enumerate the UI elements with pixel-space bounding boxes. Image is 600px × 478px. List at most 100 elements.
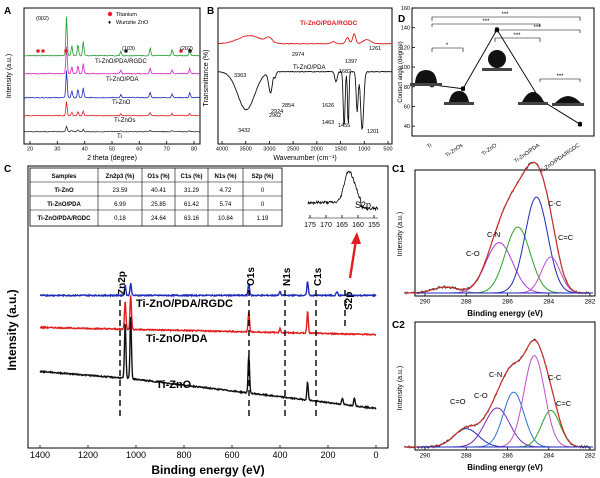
- peak-label-n1s: N1s: [282, 267, 293, 286]
- x-tick-label: 282: [585, 453, 596, 460]
- panel-label-b: B: [207, 6, 214, 17]
- x-tick-label: 3000: [263, 147, 275, 153]
- b-peak-label: 1261: [369, 46, 381, 52]
- series-label-a-pda: Ti-ZnO/PDA: [106, 77, 138, 83]
- d-category-label: Ti: [426, 143, 433, 150]
- d-category-label: Ti-ZnO: [481, 142, 499, 157]
- series-label-a-rgdc: Ti-ZnO/PDA/RGDC: [95, 59, 147, 65]
- peak-label-202: (202): [180, 46, 193, 52]
- d-category-label: Ti-ZnO/PDA: [513, 143, 541, 165]
- panel-c2-curves: [404, 338, 593, 450]
- a-peak-marker: [179, 49, 183, 53]
- x-tick-label: 0: [373, 450, 378, 460]
- table-header: O1s (%): [147, 174, 169, 180]
- a-series-line: [23, 70, 201, 99]
- table-cell: 23.59: [112, 188, 128, 194]
- s2p-inset-xticks: 175 170 165 160 155: [304, 215, 380, 229]
- table-cell: Ti-ZnO: [54, 188, 74, 194]
- x-tick-label: 284: [543, 299, 554, 306]
- y-tick-label: 80: [404, 85, 410, 91]
- panel-c2-plot-area: [414, 321, 596, 451]
- table-cell: 6.99: [114, 202, 126, 208]
- series-label-b-rgdc: Ti-ZnO/PDA/RGDC: [300, 20, 358, 27]
- x-tick-label: 286: [502, 453, 513, 460]
- panel-c1-xticks: 290 288 286 284 282: [420, 293, 596, 306]
- peak-label-zn2p: Zn2p: [117, 271, 128, 295]
- inset-tick-label: 170: [320, 222, 332, 229]
- series-label-c-rgdc: Ti-ZnO/PDA/RGDC: [136, 298, 233, 310]
- table-cell: 0: [261, 188, 265, 194]
- c1-label-cn: C-N: [487, 230, 500, 239]
- table-header: N1s (%): [214, 174, 236, 180]
- panel-c-peak-lines: [119, 290, 346, 420]
- x-tick-label: 30: [54, 147, 60, 153]
- y-tick-label: 40: [404, 124, 410, 130]
- a-peak-marker: [36, 49, 40, 53]
- b-peak-label: 3363: [234, 73, 246, 79]
- legend-label-titanium: Titanium: [116, 12, 137, 18]
- panel-b-xticks: 4000 3500 3000 2500 2000 1500 1000 500: [216, 141, 393, 153]
- series-label-c-pda: Ti-ZnO/PDA: [146, 333, 208, 345]
- panel-label-c1: C1: [392, 164, 405, 175]
- a-series-line: [23, 46, 201, 75]
- table-header: Zn2p3 (%): [106, 174, 135, 180]
- x-tick-label: 2000: [311, 147, 323, 153]
- s2p-inset-curve: [307, 170, 379, 212]
- y-tick-label: 120: [401, 45, 410, 51]
- x-tick-label: 3500: [240, 147, 252, 153]
- x-tick-label: 60: [136, 147, 142, 153]
- c2-label-c=o: C=O: [450, 397, 466, 406]
- x-tick-label: 288: [461, 453, 472, 460]
- x-tick-label: 288: [461, 299, 472, 306]
- b-series-line: [217, 70, 393, 131]
- a-peak-marker: [124, 49, 128, 53]
- table-cell: Ti-ZnO/PDA: [47, 202, 81, 208]
- x-tick-label: 1500: [334, 147, 346, 153]
- panel-d-plot-area: [411, 7, 595, 137]
- y-tick-label: 60: [404, 104, 410, 110]
- y-tick-label: 100: [401, 65, 410, 71]
- panel-c2-xticks: 290 288 286 284 282: [420, 447, 596, 460]
- panel-c: C Intensity (a.u.) Binding energy (eV) 1…: [4, 164, 389, 477]
- panel-c2: C2 Intensity (a.u.) Binding energy (eV) …: [392, 320, 596, 472]
- panel-a: A Intensity (a.u.) 2 theta (degree) 20 30…: [4, 6, 201, 162]
- sig-mark-5: *: [446, 43, 449, 49]
- x-tick-label: 290: [420, 299, 431, 306]
- c-series-line: [39, 281, 377, 298]
- table-cell: 0.18: [114, 216, 126, 222]
- x-tick-label: 400: [272, 450, 287, 460]
- table-cell: 5.74: [220, 202, 232, 208]
- peak-label-s2p: S2p: [344, 292, 355, 310]
- d-marker: [578, 122, 582, 127]
- b-peak-label: 1397: [345, 59, 357, 65]
- panel-d-ylabel: Contact angle (degree): [398, 41, 404, 102]
- a-series-line: [23, 101, 201, 117]
- series-label-a-zno: Ti-ZnO: [112, 100, 131, 106]
- x-tick-label: 1000: [126, 450, 146, 460]
- x-tick-label: 20: [27, 147, 33, 153]
- table-cell: 40.41: [151, 188, 167, 194]
- inset-tick-label: 160: [352, 222, 364, 229]
- s2p-arrow: [348, 232, 361, 279]
- a-series-line: [23, 125, 201, 133]
- panel-c2-ylabel: Intensity (a.u.): [397, 366, 404, 410]
- a-peak-marker: [41, 49, 45, 53]
- panel-c1-ylabel: Intensity (a.u.): [397, 212, 404, 256]
- c2-label-c=c: C=C: [556, 399, 572, 408]
- significance-brackets: [431, 16, 581, 82]
- table-cell: 4.72: [220, 188, 232, 194]
- a-series-line: [24, 16, 201, 57]
- c2-label-cn: C-N: [489, 370, 502, 379]
- legend-marker-wurtzite: ♦: [108, 20, 111, 26]
- x-tick-label: 40: [82, 147, 88, 153]
- b-peak-label: 2924: [271, 109, 283, 115]
- table-header: C1s (%): [180, 174, 202, 180]
- b-peak-label: 2854: [282, 103, 294, 109]
- composition-table: Samples Zn2p3 (%) O1s (%) C1s (%) N1s (%) S2p…: [29, 167, 283, 227]
- b-peak-label: 1682: [339, 69, 351, 75]
- legend-marker-titanium: [107, 11, 113, 17]
- panel-c-xlabel: Binding energy (eV): [151, 463, 264, 477]
- c2-label-co: C-O: [474, 391, 488, 400]
- panel-d: D Contact angle (degree) 40 60 80 100 120 140…: [398, 6, 595, 175]
